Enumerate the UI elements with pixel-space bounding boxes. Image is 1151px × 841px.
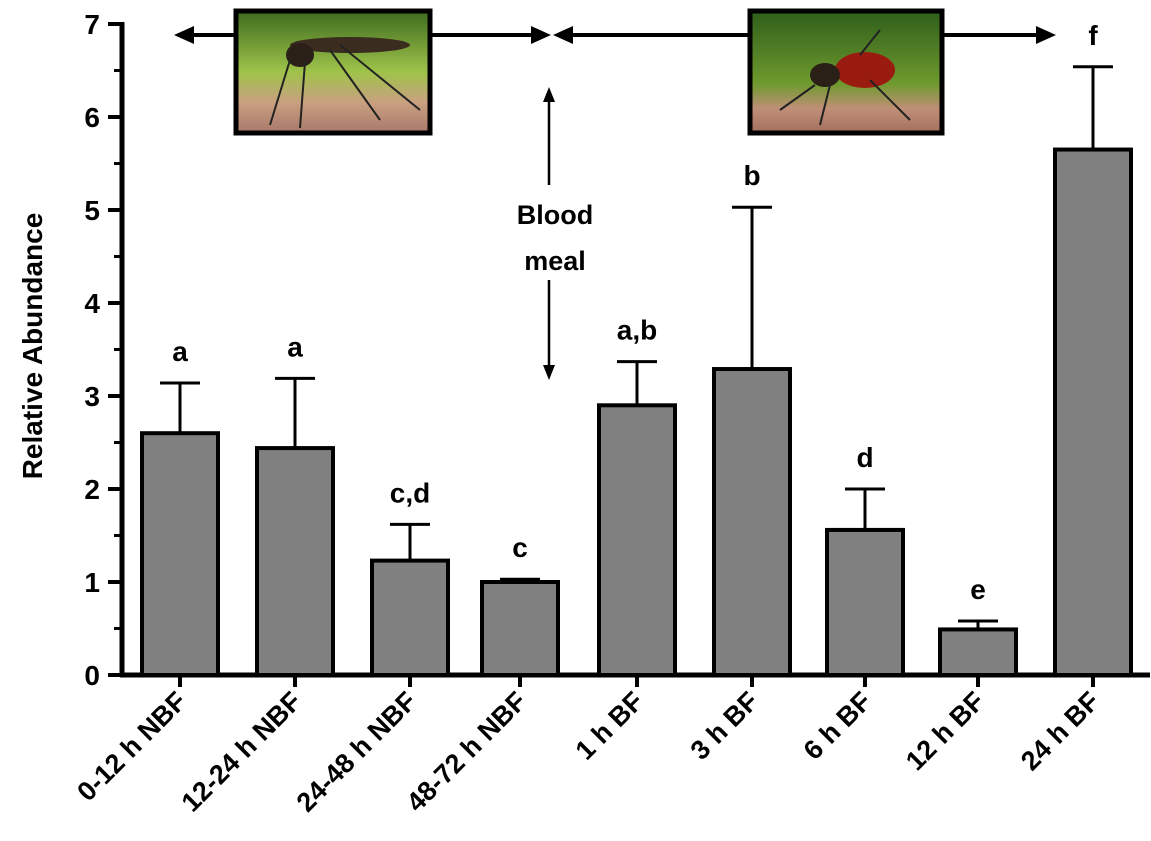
x-tick-label: 1 h BF <box>570 686 650 766</box>
annotation: Blood <box>517 200 593 230</box>
significance-label: d <box>856 442 873 473</box>
significance-label: b <box>743 160 760 191</box>
arrow <box>543 87 555 380</box>
bar <box>372 561 448 675</box>
bar <box>827 530 903 675</box>
x-tick-label: 12-24 h NBF <box>176 686 308 818</box>
bar <box>142 433 218 675</box>
x-tick-label: 3 h BF <box>685 686 765 766</box>
annotation: meal <box>524 246 586 276</box>
y-tick-label: 3 <box>84 381 100 412</box>
bar <box>714 369 790 675</box>
significance-label: e <box>970 574 986 605</box>
mosquito-photo <box>236 11 430 133</box>
y-tick-label: 7 <box>84 9 100 40</box>
significance-label: a <box>172 336 188 367</box>
x-tick-label: 12 h BF <box>900 686 990 776</box>
y-tick-label: 4 <box>84 288 100 319</box>
y-tick-label: 6 <box>84 102 100 133</box>
significance-label: c,d <box>390 477 430 508</box>
y-tick-label: 5 <box>84 195 100 226</box>
significance-label: a <box>287 331 303 362</box>
significance-label: c <box>512 532 528 563</box>
x-tick-label: 24 h BF <box>1015 686 1105 776</box>
bar <box>599 405 675 675</box>
y-tick-label: 0 <box>84 660 100 691</box>
x-tick-label: 0-12 h NBF <box>71 686 192 807</box>
mosquito-photo <box>750 11 942 133</box>
bar <box>482 582 558 675</box>
significance-label: a,b <box>617 315 657 346</box>
bar <box>1055 150 1131 675</box>
bar <box>257 448 333 675</box>
y-axis-label: Relative Abundance <box>17 213 48 480</box>
y-tick-label: 1 <box>84 567 100 598</box>
significance-label: f <box>1088 20 1098 51</box>
y-tick-label: 2 <box>84 474 100 505</box>
chart: Blood meal Relative Abundance 0 1 2 3 4 5 6 7 0-… <box>0 0 1151 836</box>
bar <box>940 629 1016 675</box>
x-tick-label: 6 h BF <box>798 686 878 766</box>
